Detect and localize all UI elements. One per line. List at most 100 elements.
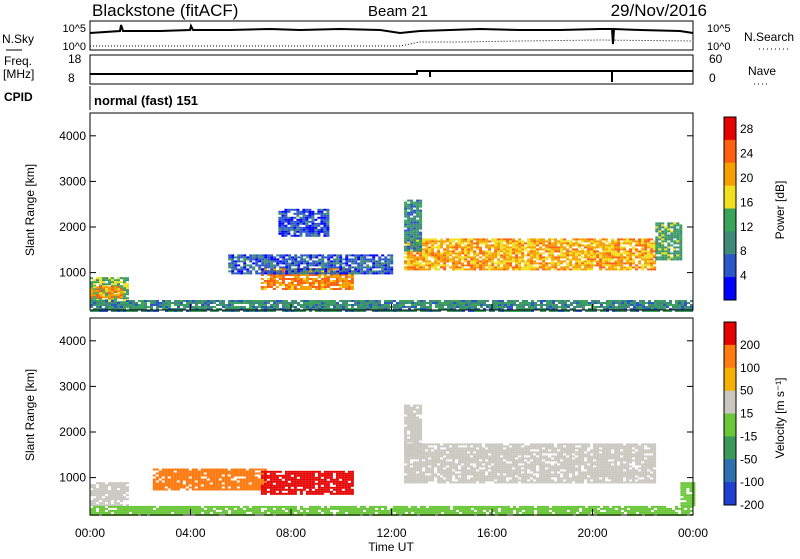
data-cell [258,268,261,270]
data-cell [428,463,431,465]
data-cell [288,485,291,487]
data-cell [611,238,614,240]
data-cell [273,306,276,308]
data-cell [612,306,615,308]
data-cell [186,485,189,487]
data-cell [630,300,633,302]
data-cell [407,238,410,240]
data-cell [428,268,431,270]
data-cell [602,242,605,244]
data-cell [249,481,252,483]
data-cell [491,455,494,457]
data-cell [294,284,297,286]
data-cell [584,268,587,270]
data-cell [273,288,276,290]
data-cell [345,483,348,485]
data-cell [336,266,339,268]
data-cell [144,306,147,308]
data-cell [321,288,324,290]
data-cell [431,471,434,473]
data-cell [273,276,276,278]
data-cell [650,252,653,254]
data-cell [105,300,108,302]
data-cell [285,493,288,495]
data-cell [327,254,330,256]
data-cell [479,453,482,455]
data-cell [159,306,162,308]
data-cell [506,254,509,256]
data-cell [449,260,452,262]
data-cell [575,242,578,244]
data-cell [413,469,416,471]
data-cell [156,473,159,475]
data-cell [452,250,455,252]
data-cell [336,256,339,258]
data-cell [500,463,503,465]
data-cell [264,282,267,284]
data-cell [443,260,446,262]
data-cell [327,302,330,304]
data-cell [473,477,476,479]
data-cell [494,254,497,256]
data-cell [557,242,560,244]
data-cell [423,300,426,302]
data-cell [676,238,679,240]
data-cell [357,300,360,302]
data-cell [261,300,264,302]
data-cell [444,302,447,304]
data-cell [258,258,261,260]
data-cell [557,246,560,248]
data-cell [488,445,491,447]
data-cell [108,498,111,500]
data-cell [482,471,485,473]
data-cell [425,238,428,240]
data-cell [273,282,276,284]
data-cell [306,272,309,274]
data-cell [228,254,231,256]
data-cell [635,242,638,244]
data-cell [369,268,372,270]
data-cell [552,304,555,306]
data-cell [410,232,413,234]
data-cell [294,477,297,479]
data-cell [288,286,291,288]
data-cell [509,256,512,258]
data-cell [219,487,222,489]
data-cell [333,272,336,274]
data-cell [210,300,213,302]
data-cell [503,260,506,262]
data-cell [471,300,474,302]
data-cell [198,475,201,477]
data-cell [273,489,276,491]
data-cell [491,479,494,481]
data-cell [407,230,410,232]
freq-label-1: Freq. [4,54,32,68]
data-cell [153,485,156,487]
data-cell [186,306,189,308]
data-cell [291,278,294,280]
data-cell [309,487,312,489]
data-cell [494,262,497,264]
data-cell [314,235,317,237]
data-cell [503,266,506,268]
data-cell [303,487,306,489]
data-cell [407,232,410,234]
data-cell [282,260,285,262]
data-cell [326,217,329,219]
data-cell [655,244,658,246]
data-cell [294,256,297,258]
data-cell [305,225,308,227]
data-cell [482,459,485,461]
data-cell [162,473,165,475]
data-cell [452,244,455,246]
data-cell [222,469,225,471]
data-cell [658,230,661,232]
data-cell [473,461,476,463]
data-cell [156,302,159,304]
data-cell [372,258,375,260]
data-cell [581,244,584,246]
data-cell [333,479,336,481]
data-cell [410,202,413,204]
data-cell [404,210,407,212]
data-cell [261,258,264,260]
